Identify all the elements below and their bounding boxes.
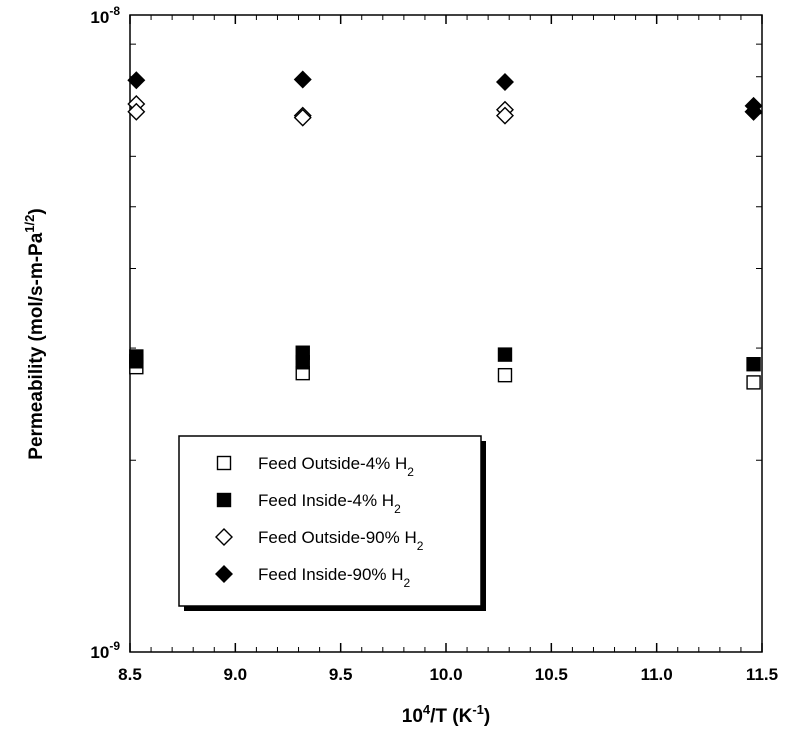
- data-point-series-1: [497, 367, 513, 383]
- x-tick-label: 9.5: [329, 665, 353, 684]
- legend: Feed Outside-4% H2 Feed Inside-4% H2 Feed …: [178, 435, 486, 611]
- data-point-series-3: [293, 108, 312, 127]
- legend-label-4: Feed Inside-90% H2: [258, 565, 411, 590]
- x-tick-label: 10.0: [429, 665, 462, 684]
- data-point-series-4: [744, 102, 763, 121]
- y-axis-label: Permeability (mol/s-m-Pa1/2): [22, 208, 47, 459]
- y-tick-label: 10-9: [90, 639, 120, 662]
- y-tick-label: 10-8: [90, 4, 120, 27]
- data-point-series-4: [127, 71, 146, 90]
- legend-marker-3: [215, 528, 233, 546]
- legend-marker-2: [216, 492, 232, 508]
- data-point-series-2: [746, 357, 761, 372]
- data-points: [127, 70, 763, 390]
- data-point-series-1: [746, 375, 761, 390]
- data-point-series-4: [495, 72, 514, 91]
- x-tick-labels: 8.5 9.0 9.5 10.0 10.5 11.0 11.5: [118, 665, 778, 684]
- data-point-series-2: [295, 355, 310, 370]
- x-tick-label: 9.0: [224, 665, 248, 684]
- y-tick-labels: 10-9 10-8: [90, 4, 120, 662]
- legend-label-3: Feed Outside-90% H2: [258, 528, 424, 553]
- data-point-series-3: [127, 102, 146, 121]
- legend-marker-1: [216, 455, 232, 471]
- data-point-series-4: [293, 70, 312, 89]
- x-tick-label: 10.5: [535, 665, 568, 684]
- data-point-series-3: [495, 106, 514, 125]
- x-tick-label: 11.5: [746, 665, 778, 684]
- data-point-series-2: [129, 354, 144, 369]
- x-tick-label: 8.5: [118, 665, 142, 684]
- legend-label-1: Feed Outside-4% H2: [258, 454, 414, 479]
- x-tick-label: 11.0: [641, 665, 673, 684]
- legend-label-2: Feed Inside-4% H2: [258, 491, 401, 516]
- x-axis-label: 104/T (K-1): [402, 702, 490, 727]
- data-point-series-2: [497, 347, 513, 362]
- axis-ticks: [129, 15, 763, 652]
- legend-marker-4: [215, 565, 233, 583]
